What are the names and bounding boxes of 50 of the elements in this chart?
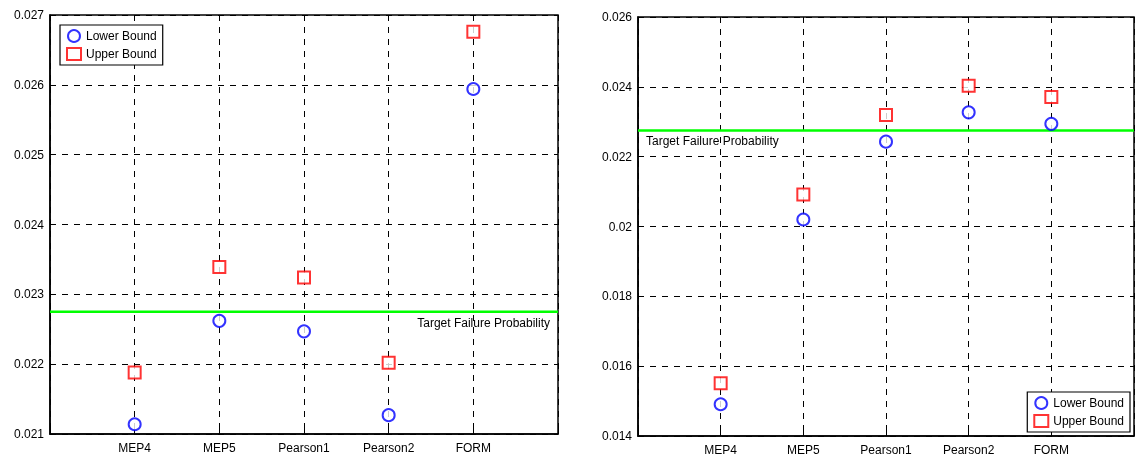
point [212,313,227,328]
legend-label: Upper Bound [1053,414,1124,428]
point [961,105,976,120]
y-tick-label: 0.021 [13,427,45,441]
y-tick-label: 0.022 [601,149,633,164]
point [1044,89,1059,104]
ref-line-label: Target Failure Probability [417,315,550,330]
y-tick-label: 0.022 [13,357,45,372]
x-tick-label: FORM [455,441,491,455]
x-tick-label: Pearson1 [860,443,913,457]
y-tick-label: 0.024 [601,79,633,94]
x-tick-label: Pearson2 [362,441,415,455]
y-tick-label: 0.023 [13,287,45,302]
y-tick-label: 0.024 [13,217,45,232]
y-tick-label: 0.026 [13,77,45,92]
y-tick-label: 0.014 [601,429,633,443]
x-tick-label: MEP4 [118,441,152,455]
point [297,324,311,339]
point [127,417,142,432]
point [466,82,481,97]
point [879,108,893,123]
point [466,24,481,39]
x-tick-label: Pearson1 [278,441,331,455]
ref-line-label: Target Failure Probability [646,134,779,149]
x-tick-label: Pearson2 [942,443,995,457]
x-tick-label: MEP4 [704,443,738,457]
point [796,212,811,227]
point [713,376,728,391]
point [796,187,811,202]
point [1044,116,1059,131]
point [713,397,728,412]
legend-label: Upper Bound [86,47,157,61]
x-tick-label: MEP5 [202,441,236,455]
y-tick-label: 0.025 [13,147,45,162]
y-tick-label: 0.027 [13,8,45,22]
point [297,270,311,285]
y-tick-label: 0.026 [601,10,633,24]
point [212,260,227,275]
y-tick-label: 0.018 [601,289,633,304]
legend-label: Lower Bound [86,29,157,43]
point [961,78,976,93]
point [381,408,396,423]
point [879,134,893,149]
legend-label: Lower Bound [1053,396,1124,410]
point [381,355,396,370]
y-tick-label: 0.02 [608,219,633,234]
x-tick-label: FORM [1033,443,1069,457]
x-tick-label: MEP5 [786,443,820,457]
y-tick-label: 0.016 [601,359,633,374]
point [127,365,142,380]
